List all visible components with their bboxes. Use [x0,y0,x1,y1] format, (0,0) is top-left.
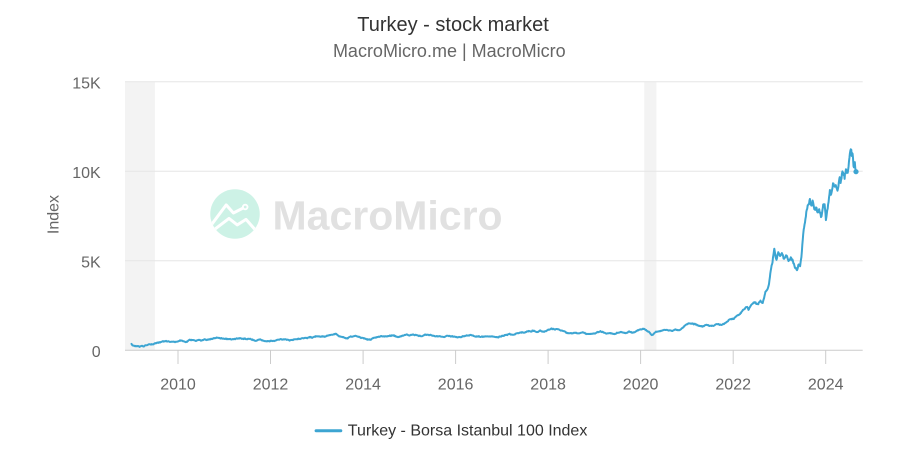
svg-text:15K: 15K [72,76,101,93]
svg-text:Turkey - Borsa Istanbul 100 In: Turkey - Borsa Istanbul 100 Index [348,423,588,440]
svg-text:5K: 5K [81,255,101,272]
svg-text:MacroMicro: MacroMicro [273,193,503,239]
svg-text:2020: 2020 [623,377,659,394]
svg-text:10K: 10K [72,165,101,182]
svg-text:Index: Index [46,195,63,234]
svg-text:Turkey - stock market: Turkey - stock market [357,14,549,36]
svg-text:0: 0 [92,344,101,361]
svg-text:2012: 2012 [253,377,289,394]
svg-text:2014: 2014 [345,377,381,394]
svg-text:2010: 2010 [160,377,196,394]
svg-text:2022: 2022 [715,377,751,394]
svg-text:2024: 2024 [808,377,844,394]
svg-text:MacroMicro.me | MacroMicro: MacroMicro.me | MacroMicro [333,41,566,61]
svg-text:2018: 2018 [530,377,566,394]
svg-text:2016: 2016 [438,377,474,394]
